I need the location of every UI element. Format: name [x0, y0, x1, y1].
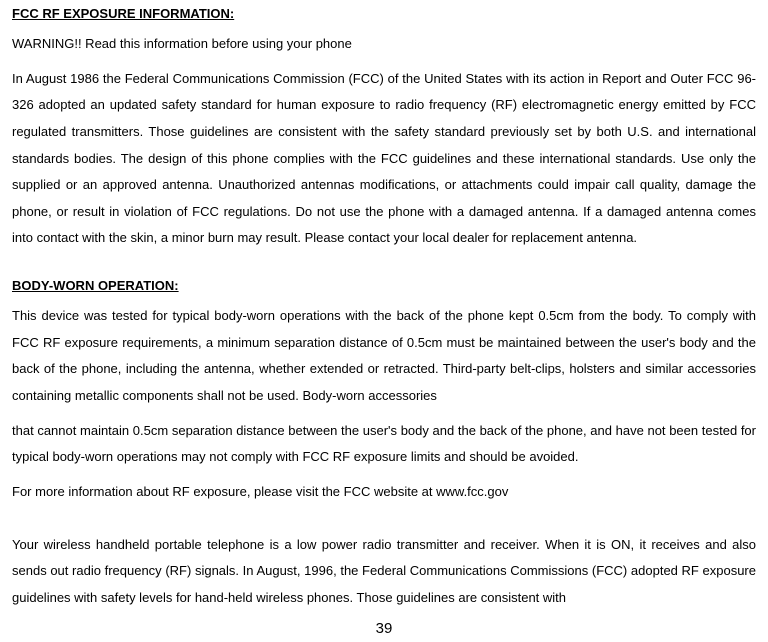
section-gap-2 — [12, 514, 756, 532]
paragraph-transmitter: Your wireless handheld portable telephon… — [12, 532, 756, 612]
document-page: FCC RF EXPOSURE INFORMATION: WARNING!! R… — [0, 0, 768, 637]
heading-body-worn: BODY-WORN OPERATION: — [12, 278, 756, 293]
paragraph-fcc-intro: In August 1986 the Federal Communication… — [12, 66, 756, 252]
paragraph-more-info: For more information about RF exposure, … — [12, 479, 756, 506]
page-number: 39 — [12, 620, 756, 637]
section-gap — [12, 260, 756, 278]
paragraph-body-worn-2: that cannot maintain 0.5cm separation di… — [12, 418, 756, 471]
paragraph-body-worn-1: This device was tested for typical body-… — [12, 303, 756, 410]
heading-fcc-rf-exposure: FCC RF EXPOSURE INFORMATION: — [12, 6, 756, 21]
warning-line: WARNING!! Read this information before u… — [12, 31, 756, 58]
